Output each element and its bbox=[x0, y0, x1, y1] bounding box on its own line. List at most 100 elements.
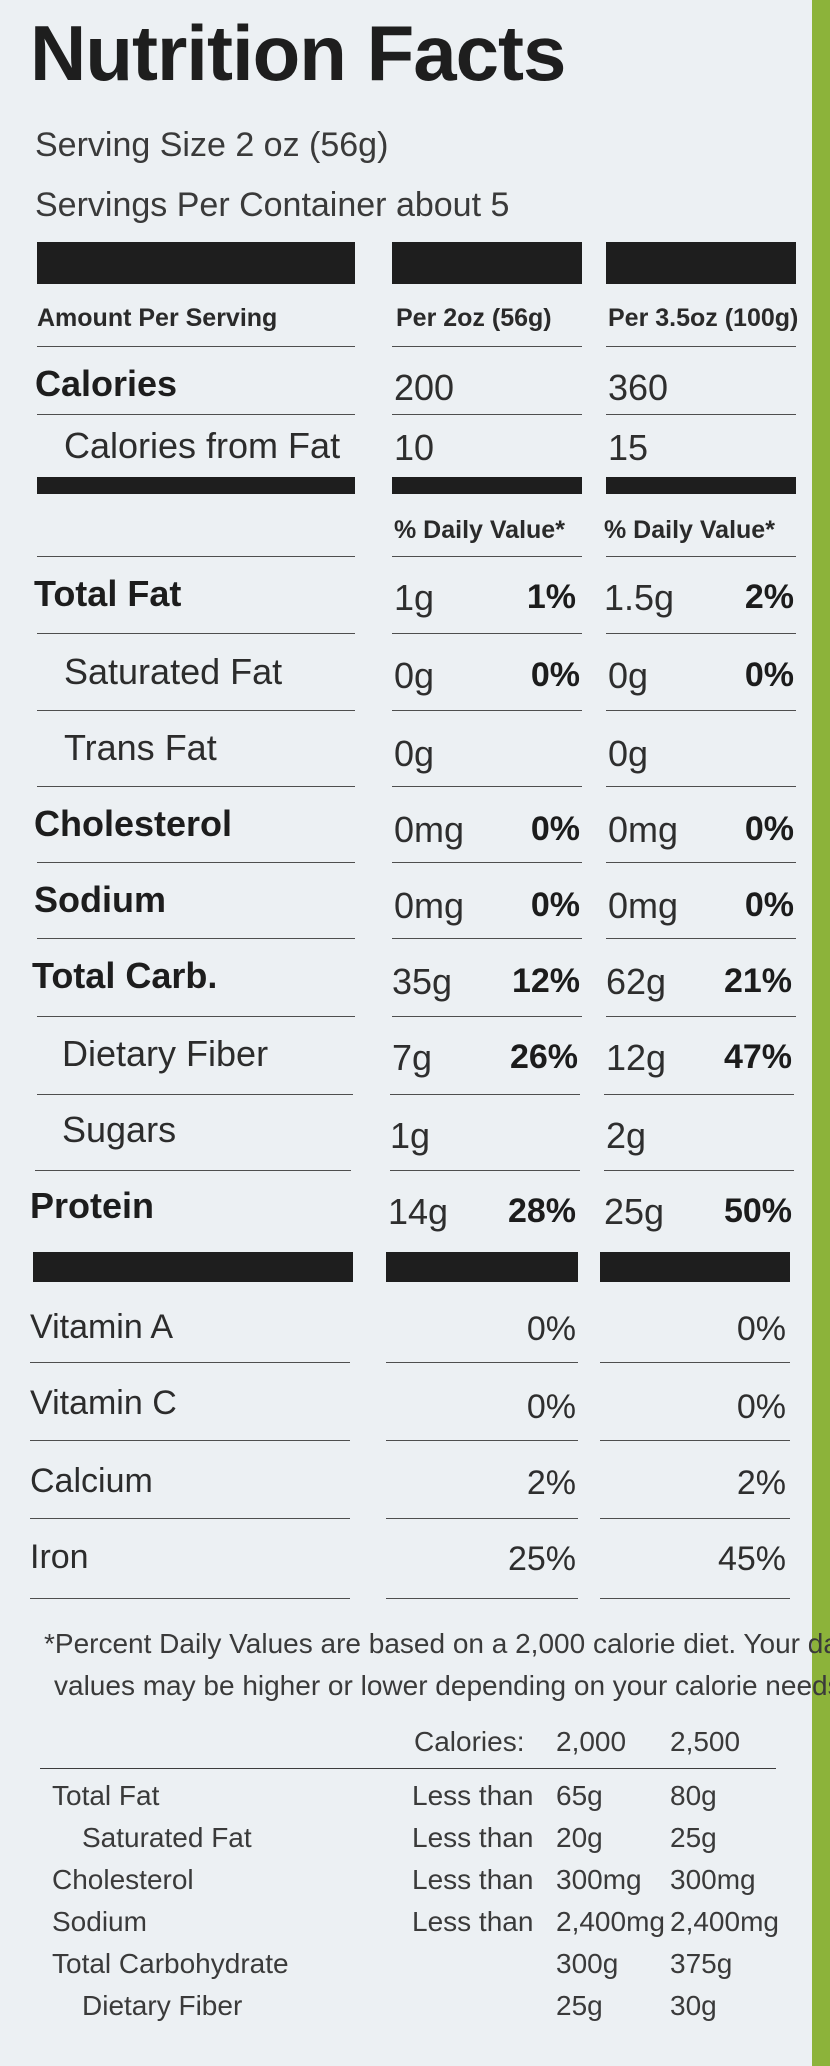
daily-value-header-2oz: % Daily Value* bbox=[394, 516, 565, 544]
calories-value-2oz: 200 bbox=[394, 367, 455, 408]
nutrition-facts-label: Nutrition Facts Serving Size 2 oz (56g) … bbox=[30, 9, 830, 2021]
nutrient-amount-100g: 1.5g bbox=[604, 577, 675, 618]
row-divider bbox=[37, 556, 355, 557]
reference-nutrient: Dietary Fiber bbox=[82, 1990, 243, 2021]
reference-qualifier: Less than bbox=[412, 1822, 534, 1853]
vitamin-name: Iron bbox=[30, 1538, 89, 1576]
row-divider bbox=[606, 1016, 796, 1017]
row-divider bbox=[30, 1440, 350, 1441]
reference-value-2000: 300mg bbox=[556, 1864, 642, 1895]
nutrient-amount-2oz: 14g bbox=[388, 1191, 449, 1232]
row-divider bbox=[392, 710, 582, 711]
reference-qualifier: Less than bbox=[412, 1864, 534, 1895]
reference-nutrient: Total Fat bbox=[52, 1780, 160, 1811]
vitamin-dv-2oz: 2% bbox=[526, 1464, 576, 1502]
row-divider bbox=[392, 938, 582, 939]
row-divider bbox=[37, 862, 355, 863]
row-divider bbox=[35, 1170, 351, 1171]
reference-calories-2500: 2,500 bbox=[670, 1726, 741, 1757]
row-divider bbox=[392, 346, 582, 347]
nutrient-dv-100g: 0% bbox=[744, 886, 794, 924]
thick-divider bbox=[386, 1252, 578, 1282]
row-divider bbox=[606, 414, 796, 415]
nutrient-dv-2oz: 1% bbox=[526, 578, 576, 616]
row-divider bbox=[386, 1598, 578, 1599]
vitamin-dv-2oz: 0% bbox=[526, 1388, 576, 1426]
nutrient-dv-100g: 47% bbox=[723, 1038, 792, 1076]
nutrient-dv-100g: 50% bbox=[723, 1192, 792, 1230]
nutrient-dv-100g: 0% bbox=[744, 810, 794, 848]
row-divider bbox=[392, 862, 582, 863]
vitamin-name: Vitamin A bbox=[30, 1308, 174, 1346]
row-divider bbox=[30, 1518, 350, 1519]
reference-nutrient: Sodium bbox=[52, 1906, 147, 1937]
medium-divider bbox=[37, 477, 355, 494]
nutrient-amount-2oz: 35g bbox=[392, 961, 453, 1002]
label-title: Nutrition Facts bbox=[30, 9, 566, 97]
nutrient-amount-100g: 62g bbox=[606, 961, 667, 1002]
calories-label: Calories bbox=[35, 363, 178, 404]
nutrient-dv-100g: 2% bbox=[744, 578, 794, 616]
nutrient-name: Trans Fat bbox=[64, 727, 217, 768]
footnote-line-2: values may be higher or lower depending … bbox=[54, 1670, 830, 1701]
reference-value-2000: 25g bbox=[556, 1990, 603, 2021]
row-divider bbox=[386, 1362, 578, 1363]
nutrient-name: Dietary Fiber bbox=[62, 1033, 269, 1074]
nutrient-dv-2oz: 0% bbox=[530, 810, 580, 848]
row-divider bbox=[37, 786, 355, 787]
nutrient-dv-100g: 21% bbox=[723, 962, 792, 1000]
row-divider bbox=[606, 938, 796, 939]
vitamin-dv-2oz: 0% bbox=[526, 1310, 576, 1348]
column-header-100g: Per 3.5oz (100g) bbox=[608, 304, 799, 332]
reference-value-2500: 375g bbox=[670, 1948, 733, 1979]
nutrient-dv-2oz: 0% bbox=[530, 886, 580, 924]
calories-from-fat-label: Calories from Fat bbox=[64, 425, 341, 466]
medium-divider bbox=[606, 477, 796, 494]
column-header-2oz: Per 2oz (56g) bbox=[396, 304, 552, 332]
reference-value-2500: 25g bbox=[670, 1822, 717, 1853]
nutrient-amount-100g: 12g bbox=[606, 1037, 667, 1078]
nutrient-dv-100g: 0% bbox=[744, 656, 794, 694]
serving-size: Serving Size 2 oz (56g) bbox=[35, 126, 389, 164]
vitamin-dv-2oz: 25% bbox=[507, 1540, 576, 1578]
nutrient-amount-100g: 0mg bbox=[608, 809, 679, 850]
thick-divider bbox=[606, 242, 796, 284]
nutrient-amount-100g: 0g bbox=[608, 733, 649, 774]
thick-divider bbox=[37, 242, 355, 284]
row-divider bbox=[606, 633, 796, 634]
row-divider bbox=[606, 786, 796, 787]
amount-per-serving-label: Amount Per Serving bbox=[37, 304, 278, 332]
nutrient-amount-2oz: 0g bbox=[394, 733, 435, 774]
reference-value-2500: 80g bbox=[670, 1780, 717, 1811]
nutrient-name: Protein bbox=[30, 1185, 155, 1226]
nutrient-amount-2oz: 0g bbox=[394, 655, 435, 696]
row-divider bbox=[606, 346, 796, 347]
calories-from-fat-100g: 15 bbox=[608, 427, 649, 468]
footnote-line-1: *Percent Daily Values are based on a 2,0… bbox=[44, 1628, 830, 1659]
vitamin-dv-100g: 45% bbox=[717, 1540, 786, 1578]
row-divider bbox=[392, 1016, 582, 1017]
calories-from-fat-2oz: 10 bbox=[394, 427, 435, 468]
row-divider bbox=[600, 1362, 790, 1363]
nutrient-amount-2oz: 1g bbox=[394, 577, 435, 618]
package-edge bbox=[812, 0, 830, 2066]
row-divider bbox=[392, 633, 582, 634]
reference-value-2500: 30g bbox=[670, 1990, 717, 2021]
row-divider bbox=[606, 556, 796, 557]
row-divider bbox=[386, 1518, 578, 1519]
reference-value-2500: 300mg bbox=[670, 1864, 756, 1895]
nutrient-dv-2oz: 26% bbox=[509, 1038, 578, 1076]
servings-per-container: Servings Per Container about 5 bbox=[35, 186, 510, 224]
nutrient-dv-2oz: 12% bbox=[511, 962, 580, 1000]
vitamin-dv-100g: 2% bbox=[736, 1464, 786, 1502]
row-divider bbox=[600, 1598, 790, 1599]
row-divider bbox=[392, 556, 582, 557]
nutrient-name: Sodium bbox=[34, 879, 166, 920]
reference-calories-2000: 2,000 bbox=[556, 1726, 627, 1757]
row-divider bbox=[37, 414, 355, 415]
reference-value-2000: 20g bbox=[556, 1822, 603, 1853]
reference-qualifier: Less than bbox=[412, 1906, 534, 1937]
reference-calories-label: Calories: bbox=[414, 1726, 525, 1757]
reference-nutrient: Total Carbohydrate bbox=[52, 1948, 289, 1979]
row-divider bbox=[30, 1598, 350, 1599]
